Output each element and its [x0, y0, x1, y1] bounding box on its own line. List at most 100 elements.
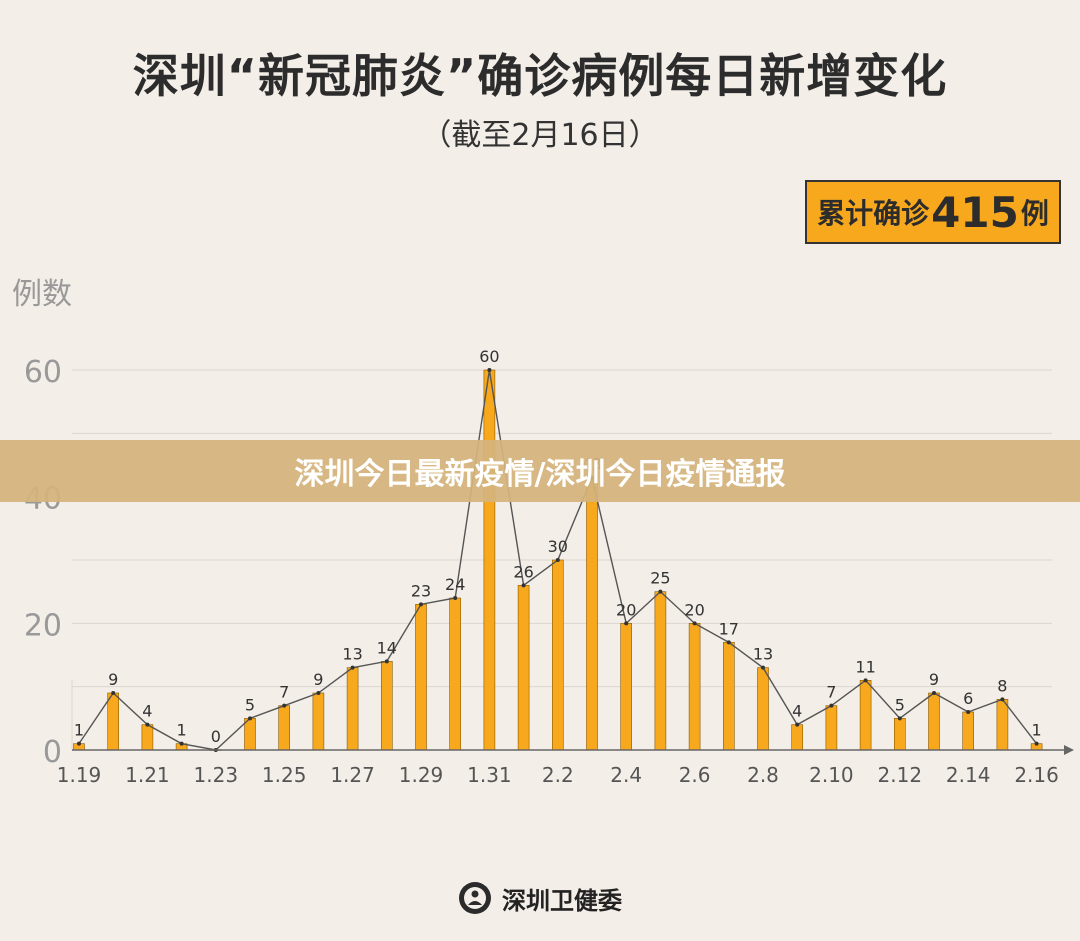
x-tick-label: 2.12 — [878, 763, 923, 787]
total-value: 415 — [931, 187, 1019, 237]
data-point — [761, 665, 765, 670]
x-tick-label: 1.25 — [262, 763, 307, 787]
data-label: 5 — [895, 695, 905, 714]
data-point — [829, 703, 834, 708]
x-tick-label: 2.2 — [542, 763, 574, 787]
x-tick-label: 2.10 — [809, 763, 854, 787]
data-point — [1000, 697, 1005, 702]
x-tick-label: 2.8 — [747, 763, 779, 787]
data-label: 24 — [445, 575, 465, 594]
x-tick-label: 2.6 — [679, 763, 711, 787]
bar — [312, 692, 325, 751]
bar — [996, 699, 1009, 751]
data-label: 0 — [211, 727, 221, 746]
data-label: 20 — [616, 600, 636, 619]
data-point — [658, 589, 663, 594]
bar — [415, 604, 427, 751]
bar — [483, 369, 496, 751]
data-label: 7 — [826, 683, 836, 702]
data-label: 30 — [548, 537, 568, 556]
total-cases-badge: 累计确诊 415 例 — [805, 180, 1061, 244]
bar — [107, 692, 119, 751]
data-point — [282, 703, 287, 708]
data-point — [932, 691, 936, 695]
bar — [757, 667, 769, 751]
data-label: 11 — [855, 657, 875, 676]
data-label: 14 — [377, 638, 397, 657]
bar — [586, 477, 598, 751]
data-label: 7 — [279, 683, 289, 702]
total-suffix: 例 — [1020, 197, 1049, 230]
bar — [551, 559, 564, 751]
data-label: 1 — [1032, 721, 1042, 740]
bar — [825, 705, 838, 751]
source-text: 深圳卫健委 — [502, 886, 622, 915]
bar — [346, 667, 359, 751]
x-tick-label: 2.14 — [946, 763, 991, 787]
bar — [893, 718, 906, 751]
data-point — [77, 741, 81, 746]
x-tick-label: 1.29 — [399, 763, 444, 787]
total-prefix: 累计确诊 — [817, 197, 930, 230]
data-label: 8 — [997, 676, 1007, 695]
health-commission-logo-icon — [459, 882, 491, 914]
data-point — [350, 665, 355, 670]
data-point — [453, 596, 458, 600]
data-point — [726, 640, 731, 645]
data-label: 6 — [963, 689, 973, 708]
bar — [859, 680, 872, 751]
bar — [654, 591, 667, 751]
data-point — [624, 621, 629, 626]
source-footer: 深圳卫健委 — [0, 878, 1080, 918]
y-tick-label: 60 — [24, 355, 62, 390]
x-tick-label: 2.16 — [1014, 763, 1059, 787]
data-label: 9 — [313, 670, 323, 689]
data-label: 1 — [177, 721, 187, 740]
data-label: 9 — [108, 670, 118, 689]
data-label: 26 — [513, 562, 533, 581]
data-point — [179, 741, 184, 746]
data-label: 60 — [479, 347, 499, 366]
bar — [688, 623, 701, 751]
data-point — [863, 678, 868, 683]
bar — [791, 724, 804, 751]
bar — [244, 718, 256, 751]
data-point — [384, 659, 389, 664]
bar — [962, 711, 975, 751]
y-tick-label: 0 — [43, 735, 62, 770]
data-label: 13 — [342, 645, 362, 664]
data-point — [1034, 741, 1039, 746]
x-tick-label: 1.23 — [194, 763, 239, 787]
bar — [928, 692, 940, 751]
data-point — [248, 716, 252, 721]
x-tick-label: 1.21 — [125, 763, 170, 787]
chart-title: 深圳“新冠肺炎”确诊病例每日新增变化 — [132, 49, 948, 103]
data-label: 5 — [245, 695, 255, 714]
data-point — [419, 602, 423, 607]
data-point — [487, 368, 492, 372]
chart-subtitle: （截至2月16日） — [421, 118, 659, 153]
bar — [722, 642, 735, 751]
data-label: 17 — [719, 619, 739, 638]
x-tick-label: 1.27 — [330, 763, 375, 787]
y-axis-label: 例数 — [12, 277, 72, 312]
data-label: 25 — [650, 569, 670, 588]
daily-cases-chart: 例数 1941057913142324602630432025201713471… — [12, 277, 1074, 787]
y-tick-label: 20 — [24, 608, 62, 643]
data-point — [521, 583, 526, 588]
overlay-banner: 深圳今日最新疫情/深圳今日疫情通报 — [0, 440, 1080, 502]
data-point — [316, 691, 321, 695]
bar — [449, 597, 462, 751]
data-label: 4 — [142, 702, 152, 721]
data-point — [966, 710, 971, 714]
x-tick-label: 1.31 — [467, 763, 512, 787]
data-label: 1 — [74, 721, 84, 740]
data-label: 13 — [753, 645, 773, 664]
bar — [380, 661, 393, 751]
x-tick-label: 2.4 — [610, 763, 642, 787]
data-label: 9 — [929, 670, 939, 689]
data-point — [111, 691, 116, 695]
data-label: 23 — [411, 581, 431, 600]
bar — [620, 623, 633, 751]
data-point — [897, 716, 902, 721]
